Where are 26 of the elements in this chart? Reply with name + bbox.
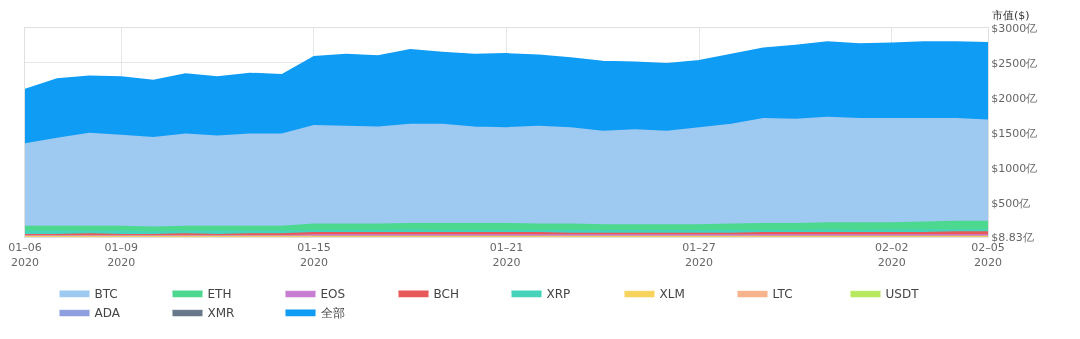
x-tick-label: 01–06 2020 [8,241,42,269]
legend-label: ADA [94,305,121,320]
x-tick-label: 02–05 2020 [971,241,1005,269]
legend-label: XMR [207,305,235,320]
y-tick-label: $3000亿 [991,21,1038,35]
y-axis-title: 市值($) [992,9,1030,22]
y-tick-label: $1500亿 [991,126,1038,140]
legend-label: 全部 [320,305,345,320]
legend-label: BTC [94,286,118,301]
x-tick-label: 01–09 2020 [104,241,139,269]
x-tick-label: 01–21 2020 [489,241,524,269]
legend-label: LTC [772,286,793,301]
x-tick-label: 02–02 2020 [874,241,909,269]
legend-label: ETH [207,286,232,301]
legend-label: BCH [433,286,459,301]
y-tick-label: $1000亿 [991,161,1038,175]
y-tick-label: $2500亿 [991,56,1038,70]
legend-label: XRP [546,286,571,301]
y-tick-label: $500亿 [991,196,1031,210]
legend-label: EOS [320,286,346,301]
legend-label: USDT [885,286,920,301]
x-tick-label: 01–15 2020 [297,241,331,269]
y-tick-label: $2000亿 [991,91,1038,105]
y-tick-label: $8.83亿 [991,230,1034,244]
legend-label: XLM [659,286,685,301]
x-tick-label: 01–27 2020 [682,241,716,269]
